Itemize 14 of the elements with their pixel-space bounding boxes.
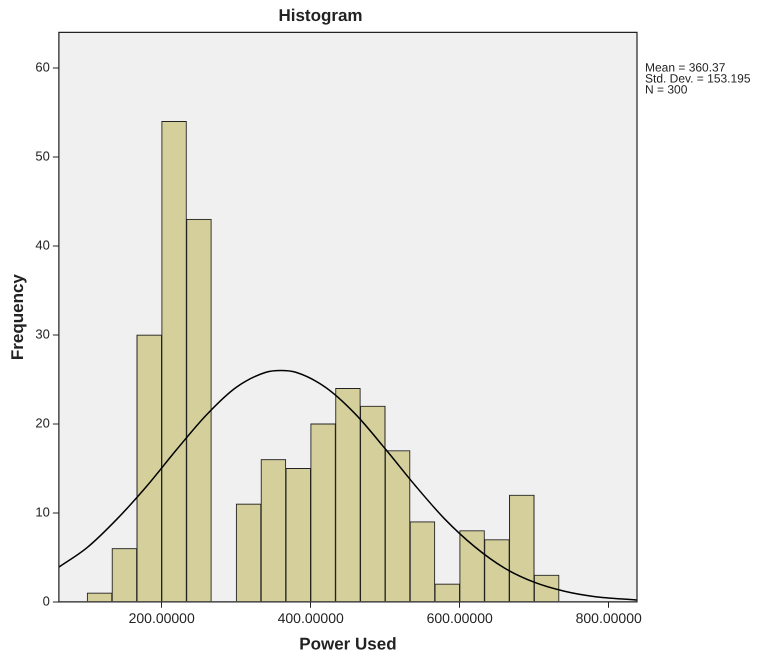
x-tick-label: 600.00000: [426, 610, 493, 626]
chart-title: Histogram: [278, 6, 363, 25]
x-tick-label: 400.00000: [278, 610, 344, 626]
y-tick-label: 60: [35, 60, 50, 75]
y-tick-label: 0: [42, 593, 50, 608]
x-tick-label: 200.00000: [128, 610, 195, 626]
y-tick-label: 10: [35, 504, 50, 520]
x-tick-label: 800.00000: [576, 610, 642, 626]
y-tick-label: 40: [35, 238, 50, 253]
y-tick-label: 20: [35, 415, 50, 430]
y-tick-label: 50: [35, 148, 50, 164]
y-tick-label: 30: [35, 326, 50, 342]
x-axis-title: Power Used: [299, 634, 397, 654]
y-axis-title: Frequency: [8, 274, 27, 360]
